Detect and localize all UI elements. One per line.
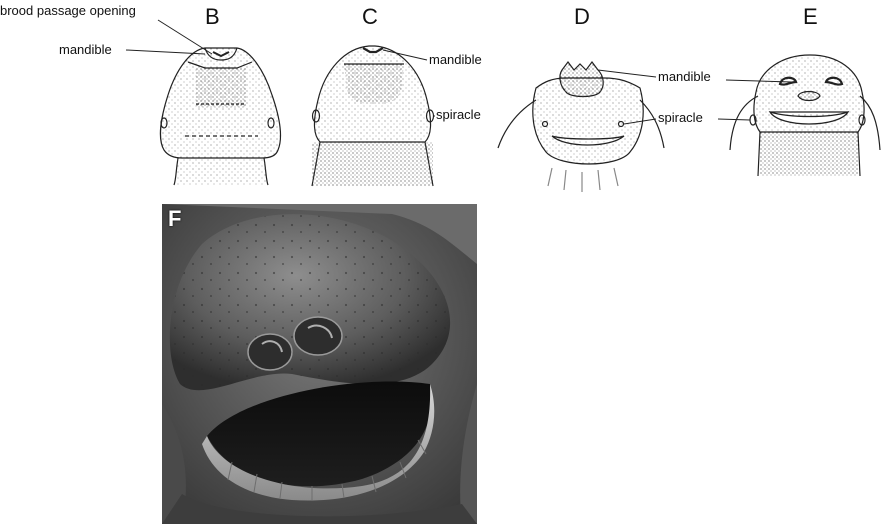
mandible-label-b: mandible bbox=[59, 42, 112, 57]
panel-label-f: F bbox=[168, 206, 182, 231]
leader-mandible-c bbox=[382, 49, 428, 61]
spiracle-label-de: spiracle bbox=[658, 110, 703, 125]
leader-brood-passage bbox=[157, 19, 213, 55]
panel-e-drawing bbox=[729, 54, 881, 177]
panel-d-drawing bbox=[497, 61, 665, 192]
leader-spiracle-e bbox=[717, 118, 751, 121]
leader-mandible-e bbox=[725, 79, 793, 83]
panel-label-d: D bbox=[574, 4, 590, 29]
panel-label-b: B bbox=[205, 4, 220, 29]
sem-image bbox=[162, 204, 477, 524]
mandible-label-de: mandible bbox=[658, 69, 711, 84]
spiracle-label-c: spiracle bbox=[436, 107, 481, 122]
panel-c-drawing bbox=[311, 45, 435, 187]
line-drawings bbox=[125, 19, 881, 192]
brood-passage-opening-label: brood passage opening bbox=[0, 3, 136, 18]
mandible-label-c: mandible bbox=[429, 52, 482, 67]
panel-label-e: E bbox=[803, 4, 818, 29]
leader-mandible-d bbox=[597, 69, 657, 78]
sem-photograph: F bbox=[162, 204, 477, 524]
leader-lines bbox=[125, 19, 793, 125]
panel-b-drawing bbox=[159, 47, 282, 186]
panel-label-c: C bbox=[362, 4, 378, 29]
leader-mandible-b bbox=[125, 49, 206, 55]
leader-spiracle-d bbox=[623, 118, 657, 125]
